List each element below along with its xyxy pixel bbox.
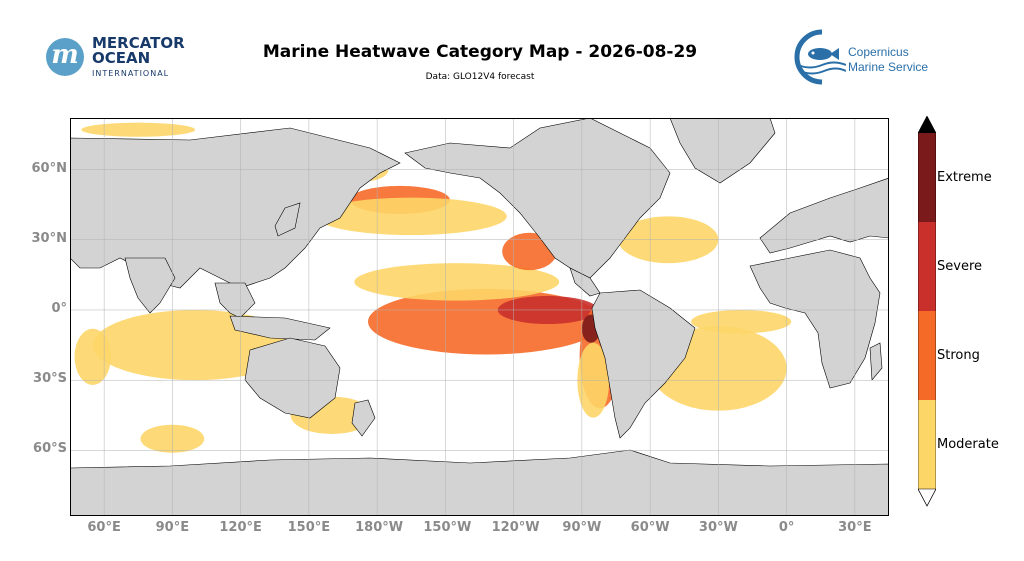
lat-tick-label: 0°: [51, 300, 67, 316]
heatwave-region: [74, 328, 111, 385]
land-new-zealand: [351, 399, 376, 437]
lon-tick-label: 60°E: [87, 520, 121, 535]
copernicus-fish-icon: [794, 29, 847, 85]
colorbar-extend-min: [918, 488, 936, 507]
lon-tick-label: 30°W: [698, 520, 738, 535]
lat-tick-label: 60°S: [33, 441, 67, 457]
lon-tick-label: 120°W: [491, 520, 540, 535]
lat-tick-label: 30°S: [33, 371, 67, 387]
colorbar-segment: [918, 222, 936, 311]
lat-tick-label: 30°N: [31, 230, 67, 246]
mercator-logo: m MERCATOR OCEAN INTERNATIONAL: [46, 36, 196, 82]
mercator-logo-line2: OCEAN: [92, 49, 151, 67]
colorbar-label: Extreme: [937, 169, 992, 185]
land-africa: [749, 249, 881, 389]
lon-tick-label: 0°: [778, 520, 795, 535]
colorbar-label: Severe: [937, 258, 982, 274]
lon-tick-label: 90°W: [562, 520, 602, 535]
land-madagascar: [869, 342, 883, 381]
colorbar-label: Strong: [937, 347, 980, 363]
colorbar: [918, 116, 936, 507]
colorbar-extend-max: [918, 116, 936, 133]
mercator-mark-icon: m: [46, 38, 84, 76]
mercator-logo-line1: MERCATOR: [92, 34, 185, 52]
lon-tick-label: 120°E: [219, 520, 262, 535]
colorbar-label: Moderate: [937, 436, 999, 452]
lon-tick-label: 30°E: [838, 520, 872, 535]
heatwave-region: [315, 197, 507, 236]
lon-tick-label: 180°W: [355, 520, 404, 535]
land-greenland: [669, 118, 776, 184]
colorbar-segment: [918, 311, 936, 400]
lon-tick-label: 60°W: [630, 520, 670, 535]
land-japan: [274, 202, 301, 237]
colorbar-segment: [918, 400, 936, 489]
land-indonesia: [229, 315, 331, 341]
heatwave-region: [81, 122, 196, 137]
land-masses: [70, 118, 889, 516]
mercator-logo-line3: INTERNATIONAL: [92, 69, 170, 78]
land-australia: [244, 337, 341, 419]
map-subtitle: Data: GLO12V4 forecast: [425, 72, 535, 82]
land-india: [124, 257, 176, 314]
land-antarctica: [70, 449, 889, 516]
lon-tick-label: 150°W: [423, 520, 472, 535]
map-title: Marine Heatwave Category Map - 2026-08-2…: [262, 42, 698, 62]
lon-tick-label: 150°E: [287, 520, 331, 535]
colorbar-segment: [918, 133, 936, 222]
lat-tick-label: 60°N: [31, 160, 67, 176]
land-asia: [70, 127, 401, 289]
land-north-america: [404, 118, 671, 279]
copernicus-logo: Copernicus Marine Service: [792, 28, 942, 86]
heatwave-region: [354, 263, 560, 301]
land-europe: [759, 177, 889, 254]
copernicus-logo-line2: Marine Service: [848, 60, 929, 74]
map-frame: [70, 118, 889, 516]
heatwave-region: [691, 309, 792, 334]
copernicus-logo-line1: Copernicus: [848, 45, 909, 59]
lon-tick-label: 90°E: [155, 520, 190, 535]
land-central-america: [569, 267, 601, 297]
heatwave-map[interactable]: [70, 118, 889, 516]
land-south-america: [591, 289, 696, 439]
